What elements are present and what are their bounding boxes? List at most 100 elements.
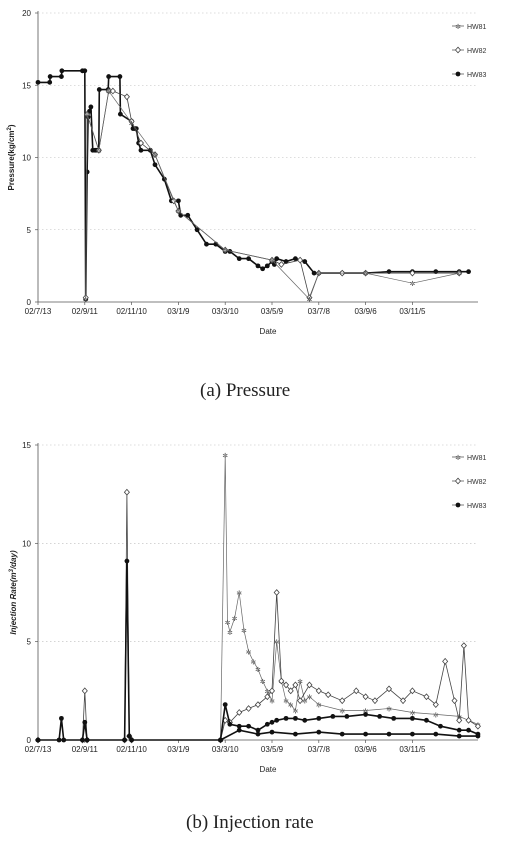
data-point	[466, 269, 471, 275]
x-axis-label: Date	[260, 765, 277, 774]
data-point	[61, 737, 67, 743]
series-hw82	[82, 87, 463, 302]
legend-label: HW82	[467, 48, 487, 55]
data-point: ✲	[152, 152, 158, 160]
data-point	[391, 715, 397, 721]
data-point	[273, 589, 280, 596]
data-point	[271, 262, 277, 267]
data-point	[126, 733, 132, 739]
x-tick-label: 03/5/9	[261, 745, 284, 754]
data-point	[123, 488, 130, 496]
data-point	[325, 691, 332, 699]
x-tick-label: 02/9/11	[72, 307, 99, 316]
data-point: ✲	[227, 629, 233, 637]
y-tick-label: 5	[27, 638, 32, 647]
data-point	[236, 256, 242, 262]
x-tick-label: 03/1/9	[167, 745, 190, 754]
series-hw83-low	[218, 727, 481, 743]
legend-label: HW83	[467, 503, 487, 510]
data-point	[432, 701, 439, 709]
data-point: ✲	[386, 706, 392, 714]
data-point	[35, 737, 41, 743]
data-point	[264, 721, 270, 727]
x-tick-label: 02/7/13	[25, 307, 52, 316]
data-point: ✲	[316, 270, 322, 278]
series-hw81: ✲✲✲✲✲✲✲✲✲✲✲✲✲✲✲✲✲✲✲✲✲✲✲✲✲✲✲✲✲✲	[35, 452, 481, 745]
injection-rate-chart: 0 5 10 15 02/7/13 02/9/11 02/11/10 03/1/9 03/3/1…	[9, 441, 487, 774]
y-tick-label: 10	[22, 539, 31, 548]
data-point	[311, 270, 317, 276]
data-point	[293, 715, 298, 721]
data-point	[109, 87, 116, 95]
data-point: ✲	[225, 619, 231, 627]
data-point	[339, 697, 346, 705]
data-point	[371, 697, 378, 705]
series-line	[38, 70, 469, 300]
data-point	[278, 677, 285, 685]
data-point	[293, 256, 298, 262]
series-hw81: ✲ ✲ ✲ ✲ ✲ ✲ ✲ ✲ ✲ ✲ ✲ ✲ ✲ ✲	[83, 88, 462, 304]
data-point	[218, 737, 223, 743]
data-point	[246, 723, 252, 729]
data-point	[274, 717, 280, 723]
legend-marker	[455, 71, 461, 77]
data-point	[456, 727, 462, 733]
data-point: ✲	[363, 708, 369, 716]
data-point	[465, 716, 472, 724]
x-tick-label: 02/7/13	[25, 745, 52, 754]
data-point	[297, 256, 304, 264]
data-point: ✲	[236, 590, 242, 598]
data-point	[255, 731, 261, 737]
data-point: ✲	[264, 688, 270, 696]
y-tick-label: 0	[27, 298, 32, 307]
data-point	[82, 719, 88, 725]
data-point	[35, 79, 41, 85]
data-point	[306, 681, 313, 689]
data-point: ✲	[232, 615, 238, 623]
data-point	[353, 687, 360, 695]
legend-label: HW81	[467, 24, 487, 31]
data-point: ✲	[260, 678, 266, 686]
y-tick-label: 20	[22, 9, 31, 18]
data-point	[385, 685, 393, 693]
data-point	[138, 147, 144, 153]
data-point: ✲	[222, 247, 228, 255]
data-point: ✲	[96, 147, 102, 155]
data-point	[456, 716, 463, 724]
data-point	[283, 681, 290, 689]
data-point	[297, 697, 304, 705]
data-point	[442, 657, 449, 665]
data-point: ✲	[409, 709, 415, 717]
legend-label: HW82	[467, 479, 487, 486]
x-tick-label: 02/9/11	[72, 745, 99, 754]
data-point	[152, 162, 158, 168]
legend-label: HW83	[467, 72, 487, 79]
data-point	[59, 68, 65, 74]
data-point	[255, 263, 261, 269]
data-point	[81, 687, 88, 695]
data-point: ✲	[175, 208, 181, 216]
x-tick-label: 03/9/6	[354, 307, 377, 316]
data-point	[255, 727, 261, 733]
data-point: ✲	[302, 698, 308, 706]
data-point	[88, 104, 94, 110]
legend-marker	[454, 46, 462, 54]
data-point: ✲	[106, 88, 112, 96]
data-point: ✲	[292, 708, 298, 716]
data-point	[117, 74, 123, 79]
data-point	[129, 737, 135, 743]
data-point	[438, 723, 443, 729]
series-line	[85, 90, 460, 300]
data-point: ✲	[409, 280, 415, 288]
data-point	[227, 721, 233, 727]
series-hw83	[35, 68, 471, 302]
data-point	[124, 558, 130, 564]
data-point: ✲	[274, 639, 280, 647]
data-point	[236, 727, 242, 733]
data-point	[185, 212, 191, 218]
x-axis-label: Date	[260, 327, 277, 336]
data-point: ✲	[269, 698, 275, 706]
data-point	[451, 697, 458, 705]
data-point	[466, 727, 471, 733]
data-point	[424, 717, 429, 723]
